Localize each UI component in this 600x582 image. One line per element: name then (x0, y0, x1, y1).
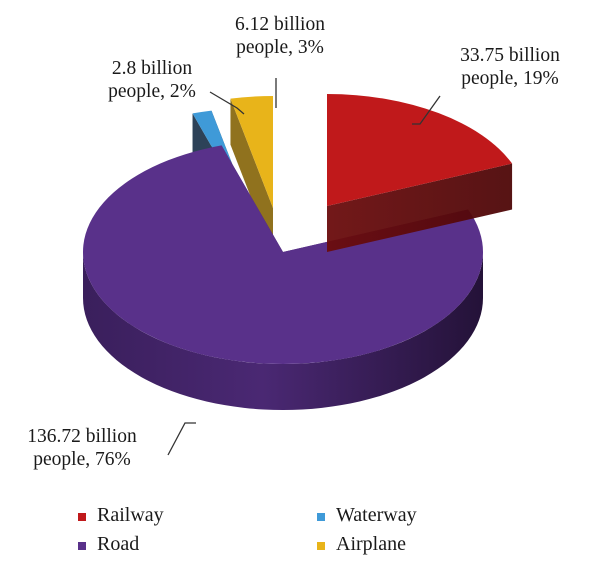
slice-road-side (83, 252, 483, 410)
slice-labels: 33.75 billion people, 19% 136.72 billion pe… (27, 14, 560, 470)
legend-item-railway: Railway (78, 504, 164, 526)
slice-railway-edge (327, 163, 513, 252)
legend: Railway Waterway Road Airplane (78, 504, 417, 555)
legend-swatch-railway (78, 513, 86, 521)
legend-label-road: Road (97, 533, 139, 555)
data-label-road: 136.72 billion people, 76% (27, 426, 137, 470)
slice-airplane-top (230, 96, 273, 208)
legend-label-airplane: Airplane (336, 533, 406, 555)
legend-swatch-airplane (317, 542, 325, 550)
slice-road (82, 145, 483, 410)
slice-airplane (230, 96, 273, 254)
leader-lines (167, 78, 441, 456)
legend-item-airplane: Airplane (317, 533, 406, 555)
data-label-railway: 33.75 billion people, 19% (460, 45, 560, 89)
data-label-airplane: 6.12 billion people, 3% (235, 14, 325, 58)
slice-airplane-edge (230, 98, 273, 254)
legend-item-waterway: Waterway (317, 504, 417, 526)
slice-railway (327, 94, 513, 252)
legend-label-railway: Railway (97, 504, 164, 526)
legend-swatch-road (78, 542, 86, 550)
leader-line-railway (412, 95, 441, 125)
slice-railway-top (327, 94, 513, 206)
data-label-waterway: 2.8 billion people, 2% (108, 58, 196, 102)
legend-item-road: Road (78, 533, 139, 555)
slice-road-top (82, 145, 483, 364)
legend-swatch-waterway (317, 513, 325, 521)
leader-line-waterway (209, 91, 245, 115)
legend-label-waterway: Waterway (336, 504, 417, 526)
slices-layer (82, 94, 513, 410)
leader-line-road (167, 422, 196, 456)
